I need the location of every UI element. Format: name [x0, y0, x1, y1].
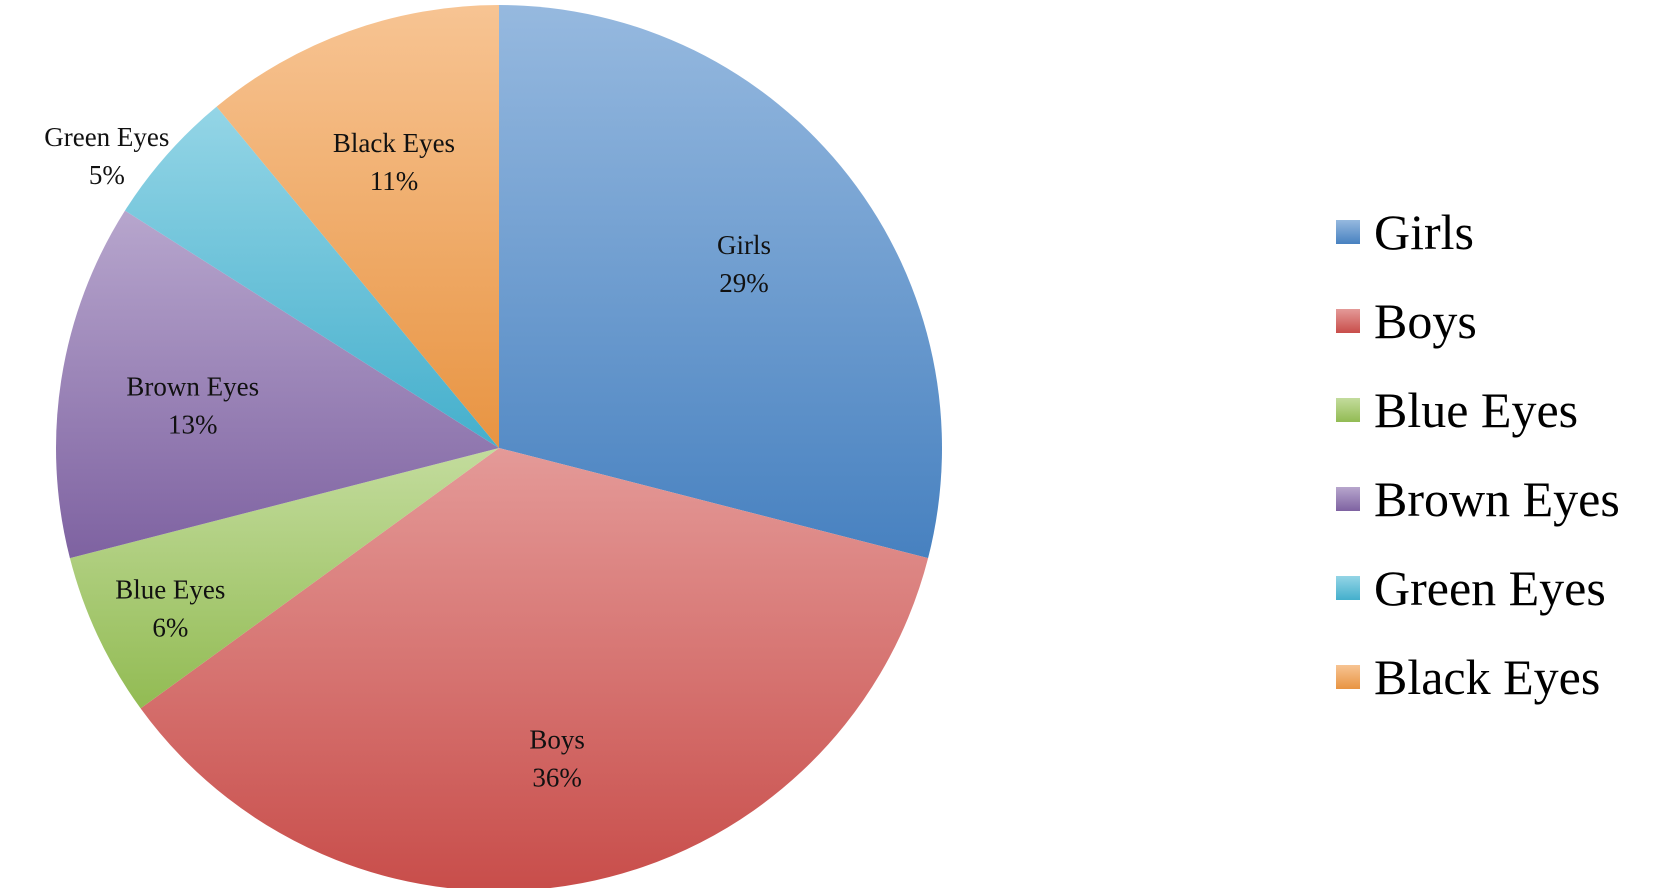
pie-slice-black-eyes — [216, 5, 500, 448]
slice-label-black-eyes: Black Eyes — [333, 128, 455, 158]
legend-label-boys: Boys — [1374, 293, 1477, 349]
slice-value-brown-eyes: 13% — [168, 409, 218, 439]
pie-slice-brown-eyes — [55, 210, 499, 559]
pie-slice-green-eyes — [124, 106, 499, 449]
slice-label-boys: Boys — [529, 725, 585, 755]
slice-label-brown-eyes: Brown Eyes — [126, 371, 259, 401]
legend-label-girls: Girls — [1374, 204, 1474, 260]
pie-slice-boys — [140, 448, 929, 888]
legend: Girls Boys Blue Eyes Brown Eyes Green Eyes Bl… — [1336, 204, 1620, 705]
legend-swatch-blue-eyes — [1336, 398, 1360, 422]
legend-swatch-green-eyes — [1336, 576, 1360, 600]
slice-value-black-eyes: 11% — [370, 166, 419, 196]
slice-label-girls: Girls — [717, 230, 771, 260]
slice-value-boys: 36% — [532, 763, 582, 793]
legend-swatch-black-eyes — [1336, 665, 1360, 689]
legend-swatch-boys — [1336, 309, 1360, 333]
slice-value-girls: 29% — [719, 268, 769, 298]
legend-label-brown-eyes: Brown Eyes — [1374, 471, 1620, 527]
slice-label-green-eyes: Green Eyes — [44, 122, 169, 152]
slice-label-blue-eyes: Blue Eyes — [115, 575, 225, 605]
legend-swatch-girls — [1336, 220, 1360, 244]
pie-slice-blue-eyes — [69, 448, 499, 709]
legend-label-black-eyes: Black Eyes — [1374, 649, 1600, 705]
legend-swatch-brown-eyes — [1336, 487, 1360, 511]
slice-value-blue-eyes: 6% — [152, 613, 188, 643]
pie-slice-girls — [499, 5, 943, 559]
legend-label-green-eyes: Green Eyes — [1374, 560, 1606, 616]
legend-label-blue-eyes: Blue Eyes — [1374, 382, 1578, 438]
slice-value-green-eyes: 5% — [89, 160, 125, 190]
slice-labels: Girls 29% Boys 36% Blue Eyes 6% Brown Eyes 13% G… — [44, 122, 771, 793]
pie-slices — [55, 5, 943, 888]
